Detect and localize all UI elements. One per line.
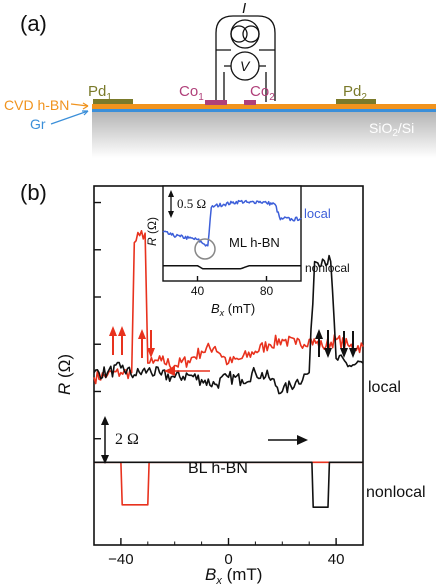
substrate [92,112,436,158]
sample-label-bl: BL h-BN [188,460,248,477]
local-label: local [368,379,401,396]
panel-a-label: (a) [20,11,47,36]
x-tick-label: 40 [191,284,205,298]
inset-x-axis-label: Bx (mT) [211,301,255,318]
graphene-label: Gr [30,116,46,132]
series-line-local-0 [162,199,302,247]
antiparallel-red-arrows-icon [138,329,155,358]
parallel-down-arrows-icon [340,331,357,358]
scale-bar-label: 2 Ω [115,431,139,448]
co1-label: Co1 [179,83,204,103]
x-tick-label: 80 [260,284,274,298]
sweep-left-arrow-icon [164,366,210,376]
main-plot-series [93,230,364,508]
hbn-layer [92,104,436,109]
meter-circuit [215,15,276,102]
x-tick-label: 0 [224,551,232,568]
x-tick-label: 40 [328,551,345,568]
sweep-right-arrow-icon [268,435,308,445]
co2-label: Co2 [250,83,275,103]
series-line-nonlocal-3 [94,461,363,508]
panel-b: (b) −40 0 40 R (Ω) Bx (mT) 2 Ω [20,180,426,587]
inset-local-label: local [304,206,331,221]
voltage-label: V [240,58,251,74]
main-axis-ticks: −40 0 40 [93,201,364,568]
current-label: I [242,0,246,17]
inset-scale-bar-label: 0.5 Ω [177,196,206,211]
pd1-electrode [93,99,133,104]
parallel-up-arrows-icon [109,326,126,355]
panel-a: (a) I V Pd1 Co1 Co2 Pd2 CVD h-BN Gr [4,0,436,158]
main-x-axis-label: Bx (mT) [205,565,262,587]
scale-bar-2ohm [101,416,109,464]
graphene-layer [92,109,436,112]
pd1-label: Pd1 [88,83,112,103]
panel-b-label: (b) [20,180,47,205]
inset-y-axis-label: R (Ω) [145,217,159,246]
antiparallel-black-arrows-icon [315,329,332,358]
inset-sample-label-ml: ML h-BN [229,235,280,250]
series-line-nonlocal-1 [163,264,301,270]
inset-scale-bar [168,190,174,218]
current-source-icon [230,19,260,49]
co1-electrode [205,100,227,105]
co2-electrode [244,100,256,105]
inset-plot-series [162,199,302,270]
main-y-axis-label: R (Ω) [55,354,74,395]
series-line-local-1 [93,254,364,395]
inset-switch-highlight-circle [194,238,216,260]
nonlocal-label: nonlocal [366,484,426,501]
hbn-label: CVD h-BN [4,97,69,113]
pd2-electrode [336,99,376,104]
pd2-label: Pd2 [343,83,367,103]
substrate-label: SiO2/Si [369,120,414,139]
x-tick-label: −40 [108,551,133,568]
inset-axis-ticks: 40 80 [191,276,274,298]
inset-nonlocal-label: nonlocal [305,261,350,275]
